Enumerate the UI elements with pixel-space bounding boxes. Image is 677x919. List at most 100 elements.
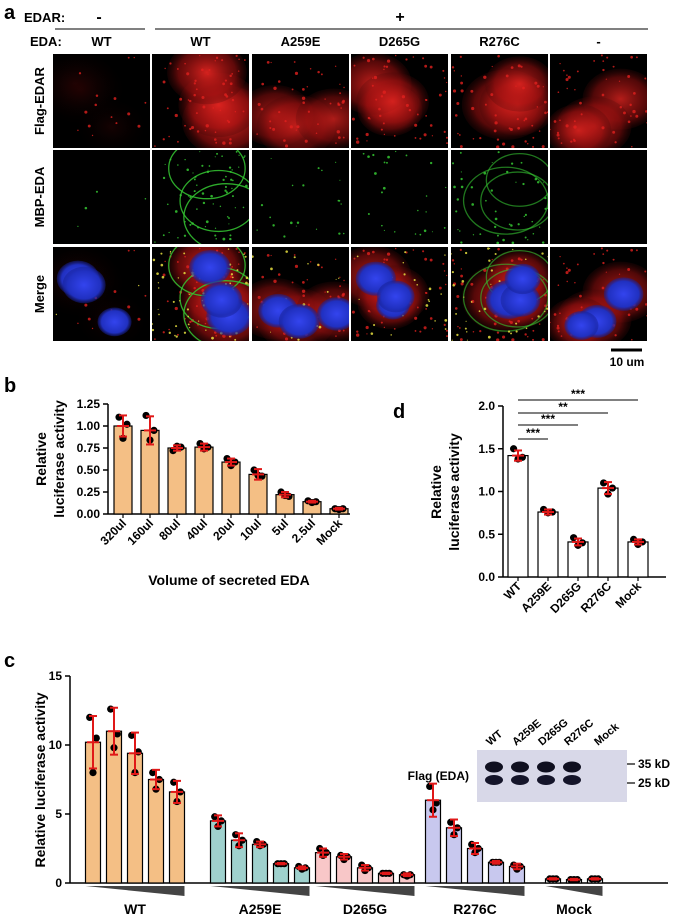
panel-c-letter: c bbox=[4, 650, 15, 672]
blot-band-upper bbox=[511, 761, 529, 773]
micrograph-flag-edar-3 bbox=[252, 54, 349, 148]
chart-d-x-tick-label: A259E bbox=[518, 579, 554, 615]
chart-c-a259e-bar-1 bbox=[209, 820, 227, 884]
blot-lane-label-5: Mock bbox=[592, 720, 622, 748]
blot-lane-label-1: WT bbox=[484, 728, 505, 748]
chart-b-y-tick-label: 0.25 bbox=[77, 485, 101, 499]
chart-d-bar-1 bbox=[507, 454, 529, 578]
blot-band-lower bbox=[485, 775, 503, 785]
chart-b-y-label-1: Relative bbox=[33, 432, 49, 486]
chart-d-x-tick-label: WT bbox=[501, 579, 525, 603]
chart-b-bar-5 bbox=[221, 461, 241, 515]
chart-c-group-label-mock: Mock bbox=[556, 901, 592, 917]
chart-c-group-label-d265g: D265G bbox=[343, 901, 387, 917]
chart-c-y-tick-label: 15 bbox=[49, 669, 63, 683]
micrograph-merge-1 bbox=[53, 247, 150, 341]
chart-b-x-label: Volume of secreted EDA bbox=[148, 572, 310, 588]
edar-label: EDAR: bbox=[24, 10, 65, 25]
chart-d-bar-2 bbox=[537, 511, 559, 578]
blot-membrane bbox=[477, 750, 627, 802]
micrograph-merge-3 bbox=[252, 247, 349, 341]
chart-b-x-tick-label: 40ul bbox=[183, 516, 210, 543]
micrograph-merge-4 bbox=[351, 247, 448, 341]
chart-b-x-tick-label: Mock bbox=[314, 516, 346, 548]
chart-c-y-tick-label: 5 bbox=[55, 807, 62, 821]
column-label-4: D265G bbox=[379, 34, 420, 49]
chart-b-bar-4 bbox=[194, 446, 214, 515]
chart-b-y-tick-label: 0.75 bbox=[77, 441, 101, 455]
chart-c-wt-point bbox=[89, 769, 97, 777]
blot-band-upper bbox=[485, 761, 503, 773]
eda-label: EDA: bbox=[30, 34, 62, 49]
chart-d-y-label-2: luciferase activity bbox=[446, 433, 462, 551]
column-label-2: WT bbox=[190, 34, 210, 49]
blot-lane-label-2: A259E bbox=[510, 717, 543, 748]
micrograph-mbp-eda-1 bbox=[53, 150, 150, 244]
column-label-3: A259E bbox=[281, 34, 321, 49]
chart-d-y-tick-label: 0.5 bbox=[478, 527, 495, 541]
chart-c-group-label-wt: WT bbox=[124, 901, 146, 917]
chart-b-x-tick-label: 80ul bbox=[156, 516, 183, 543]
chart-d-y-label-1: Relative bbox=[428, 465, 444, 519]
chart-d-significance-label: ** bbox=[558, 400, 568, 414]
chart-d-y-tick-label: 1.0 bbox=[478, 485, 495, 499]
panel-a-letter: a bbox=[4, 2, 16, 24]
row-label-mbp-eda: MBP-EDA bbox=[32, 166, 47, 227]
blot-band-lower bbox=[511, 775, 529, 785]
chart-b-x-tick-label: 5ul bbox=[269, 516, 291, 538]
chart-b-y-tick-label: 0.50 bbox=[77, 463, 101, 477]
chart-b-x-tick-label: 160ul bbox=[125, 516, 157, 548]
micrograph-merge-5 bbox=[451, 247, 548, 341]
chart-c-y-label: Relative luciferase activity bbox=[32, 692, 48, 867]
chart-c-wt-point bbox=[92, 734, 100, 742]
chart-d: 0.00.51.01.52.0WTA259ED265GR276CMock****… bbox=[428, 387, 666, 616]
chart-d-y-tick-label: 2.0 bbox=[478, 399, 495, 413]
chart-d-x-tick-label: Mock bbox=[613, 579, 645, 611]
row-label-flag-edar: Flag-EDAR bbox=[32, 66, 47, 135]
blot-band-lower bbox=[537, 775, 555, 785]
micrograph-flag-edar-6 bbox=[550, 54, 647, 148]
chart-c-gradient-wedge bbox=[425, 886, 525, 896]
chart-d-x-tick-label: D265G bbox=[547, 579, 584, 616]
column-label-1: WT bbox=[91, 34, 111, 49]
chart-d-significance-label: *** bbox=[541, 412, 555, 426]
chart-d-bar-4 bbox=[597, 487, 619, 578]
chart-c-gradient-wedge bbox=[210, 886, 310, 896]
column-label-5: R276C bbox=[479, 34, 520, 49]
chart-d-x-tick-label: R276C bbox=[578, 579, 615, 616]
chart-d-y-tick-label: 0.0 bbox=[478, 570, 495, 584]
chart-b-y-label-2: luciferase activity bbox=[51, 400, 67, 518]
chart-c-wt-bar-5 bbox=[168, 791, 186, 884]
micrograph-mbp-eda-2 bbox=[152, 150, 249, 244]
blot-marker-25kd: 25 kD bbox=[638, 776, 670, 790]
chart-b-y-tick-label: 0.00 bbox=[77, 507, 101, 521]
chart-c-gradient-wedge bbox=[85, 886, 185, 896]
column-label-6: - bbox=[596, 34, 600, 49]
chart-c-y-tick-label: 0 bbox=[55, 876, 62, 890]
chart-c-y-tick-label: 10 bbox=[49, 738, 63, 752]
edar-plus: + bbox=[395, 9, 404, 26]
micrograph-flag-edar-1 bbox=[53, 54, 150, 148]
chart-b-x-tick-label: 20ul bbox=[210, 516, 237, 543]
micrograph-merge-6 bbox=[550, 247, 647, 341]
chart-b-x-tick-label: 320ul bbox=[98, 516, 130, 548]
chart-b-x-tick-label: 10ul bbox=[237, 516, 264, 543]
micrograph-flag-edar-4 bbox=[351, 54, 448, 148]
panel-b-letter: b bbox=[4, 375, 16, 397]
chart-c-gradient-wedge bbox=[545, 886, 603, 896]
chart-b-bar-3 bbox=[167, 447, 187, 515]
micrograph-flag-edar-5 bbox=[451, 54, 548, 148]
micrograph-mbp-eda-4 bbox=[351, 150, 448, 244]
micrograph-flag-edar-2 bbox=[152, 54, 249, 148]
chart-c-group-label-a259e: A259E bbox=[239, 901, 282, 917]
blot-lane-label-4: R276C bbox=[562, 717, 596, 748]
chart-c-a259e-bar-3 bbox=[251, 843, 269, 884]
blot-band-lower bbox=[563, 775, 581, 785]
chart-c-gradient-wedge bbox=[315, 886, 415, 896]
scale-bar-label: 10 um bbox=[610, 355, 645, 369]
row-label-merge: Merge bbox=[32, 275, 47, 313]
blot-band-upper bbox=[563, 761, 581, 773]
